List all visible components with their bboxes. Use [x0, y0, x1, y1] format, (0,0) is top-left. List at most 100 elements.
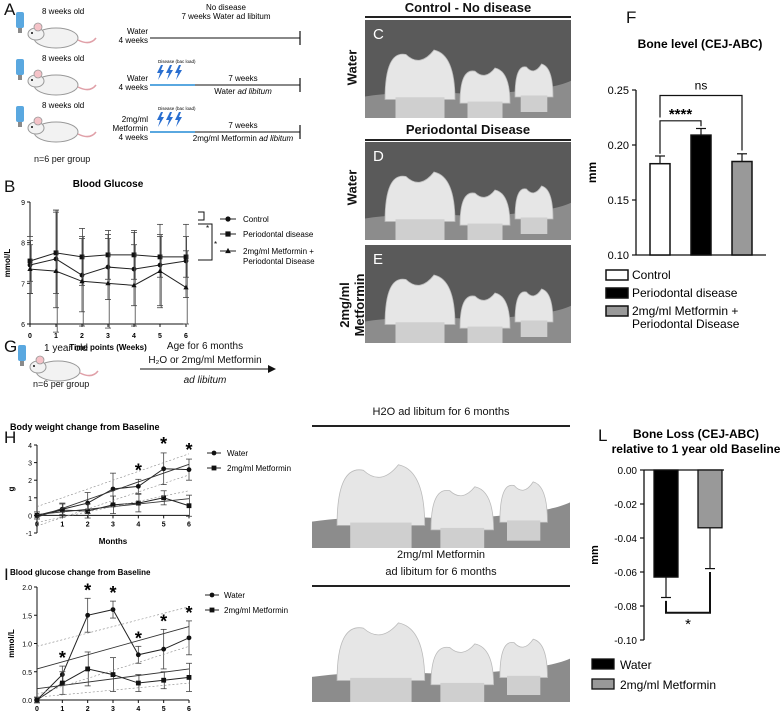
chart-b-sig-1: * [206, 224, 209, 233]
control-header: Control - No disease [404, 0, 532, 15]
chartL-y-tick-label: -0.02 [614, 500, 637, 511]
chartB-point [27, 266, 33, 272]
panel-a-group-2-bolt-icon [175, 65, 182, 80]
chartF-legend-swatch-2 [605, 305, 629, 317]
chartI-legend-marker-0 [209, 592, 215, 598]
chartI-x-tick-label: 3 [111, 706, 115, 712]
panel-a-group-3-mouse-ear [33, 116, 43, 126]
chartI-point [135, 652, 141, 658]
chartI-point [59, 680, 65, 686]
chartB-point [79, 254, 85, 260]
chartL-y-tick-label: -0.04 [614, 534, 637, 545]
chartF-bar-1 [690, 134, 712, 256]
chartL-y-tick-label: -0.08 [614, 602, 637, 613]
chartH-legend-marker-0 [211, 450, 217, 456]
chartF-legend-label-2: 2mg/ml Metformin + Periodontal Disease [632, 304, 740, 331]
tooth-crown [336, 464, 426, 526]
chartF-y-tick-label: 0.25 [608, 85, 629, 97]
chartH-point [110, 502, 116, 508]
panel-g-arrow-head [268, 365, 276, 373]
chartF-title: Bone level (CEJ-ABC) [638, 37, 763, 51]
chart-b-legend-label-1: Periodontal disease [243, 230, 314, 239]
chartI-star: * [160, 611, 167, 631]
panel-label-a: A [4, 0, 16, 19]
image-c: C [365, 20, 571, 118]
panel-a-timeline-text-1: No disease 7 weeks Water ad libitum [181, 3, 270, 21]
chartI-point [85, 666, 91, 672]
chart-blood-glucose-change: Blood glucose change from Baseline 0.0 0.5… [7, 568, 288, 712]
panel-a-group-2-mouse-tail [77, 84, 97, 91]
chart-bone-level: Bone level (CEJ-ABC) 0.10 0.15 0.20 0.25 mm **… [585, 37, 766, 331]
chartI-star: * [109, 583, 116, 603]
panel-a-group-1-bottle-spout [18, 28, 22, 33]
chartL-sig-bracket [665, 572, 711, 614]
panel-a-treatment-2: Water 4 weeks [119, 74, 149, 92]
tooth-crown [430, 643, 495, 686]
k-header-rule [312, 585, 570, 587]
tooth-crown [430, 486, 495, 531]
tooth-root [350, 677, 412, 702]
chartB-point [183, 284, 189, 290]
chart-b-legend-marker-2 [225, 247, 231, 254]
chartH-point [186, 467, 192, 473]
chartB-point [183, 254, 189, 260]
chartI-star: * [84, 580, 91, 600]
chartH-y-tick-label: 0 [28, 513, 32, 520]
tooth-crown [336, 622, 426, 681]
chartL-y-title: mm [589, 545, 601, 565]
panel-label-f: F [626, 8, 637, 27]
perio-header-rule [365, 139, 571, 141]
image-k: K [312, 588, 570, 702]
panel-g-line2: H₂O or 2mg/ml Metformin [148, 355, 262, 366]
panel-g-line1: Age for 6 months [166, 341, 244, 352]
chartH-point [85, 500, 91, 506]
panel-a-group-3-mouse-tail [77, 131, 97, 138]
chartB-point [157, 262, 163, 268]
chartH-y-tick-label: 3 [28, 461, 32, 468]
image-j-label: J [320, 434, 328, 451]
chartL-y-tick-label: 0.00 [618, 466, 638, 477]
tooth-crown [459, 292, 511, 329]
image-d: D [365, 142, 571, 240]
chartH-x-tick-label: 2 [86, 521, 90, 528]
k-header-2: ad libitum for 6 months [385, 566, 497, 578]
panel-a-treatment-1: Water 4 weeks [119, 27, 149, 45]
chartB-point [131, 266, 137, 272]
chartL-legend-swatch-1 [591, 678, 615, 690]
chartI-point [186, 675, 192, 680]
panel-label-h: H [4, 428, 17, 447]
panel-a-age-2: 8 weeks old [42, 54, 84, 63]
chartB-x-tick-label: 3 [106, 333, 110, 340]
chart-b-legend-label-0: Control [243, 215, 269, 224]
chartB-point [53, 256, 59, 262]
tooth-root [520, 320, 548, 337]
chartB-y-tick-label: 7 [21, 281, 25, 288]
chartB-point [105, 252, 111, 258]
chartB-point [105, 264, 111, 270]
chartF-legend-label-1: Periodontal disease [632, 286, 738, 300]
panel-g-mouse-eye [33, 365, 35, 367]
chartI-x-tick-label: 5 [162, 706, 166, 712]
panel-g-mouse-tail [79, 370, 99, 377]
chartH-legend-label-1: 2mg/ml Metformin [227, 464, 291, 473]
tooth-root [507, 675, 541, 696]
chartF-sig-1: **** [669, 106, 693, 123]
chartL-legend-label-1: 2mg/ml Metformin [620, 678, 716, 692]
chartB-point [53, 250, 59, 256]
chartI-y-tick-label: 0.0 [22, 698, 32, 705]
chartB-point [53, 268, 59, 274]
tooth-crown [499, 481, 548, 523]
chartI-fit-water [36, 626, 190, 670]
j-header: H2O ad libitum for 6 months [372, 406, 510, 418]
chart-bone-loss: Bone Loss (CEJ-ABC) relative to 1 year ol… [589, 427, 781, 692]
chartH-fit-water [36, 463, 190, 518]
image-d-label: D [373, 148, 384, 165]
panel-g-n-note: n=6 per group [33, 379, 90, 389]
chartL-bar-0 [653, 469, 679, 578]
image-c-label: C [373, 26, 384, 43]
chartH-ci [36, 453, 190, 507]
chartB-y-tick-label: 8 [21, 241, 25, 248]
chart-b-bracket-2 [198, 223, 213, 261]
panel-a-disease-label-2: Disease (bac load) [158, 59, 196, 64]
tooth-root [395, 322, 445, 343]
